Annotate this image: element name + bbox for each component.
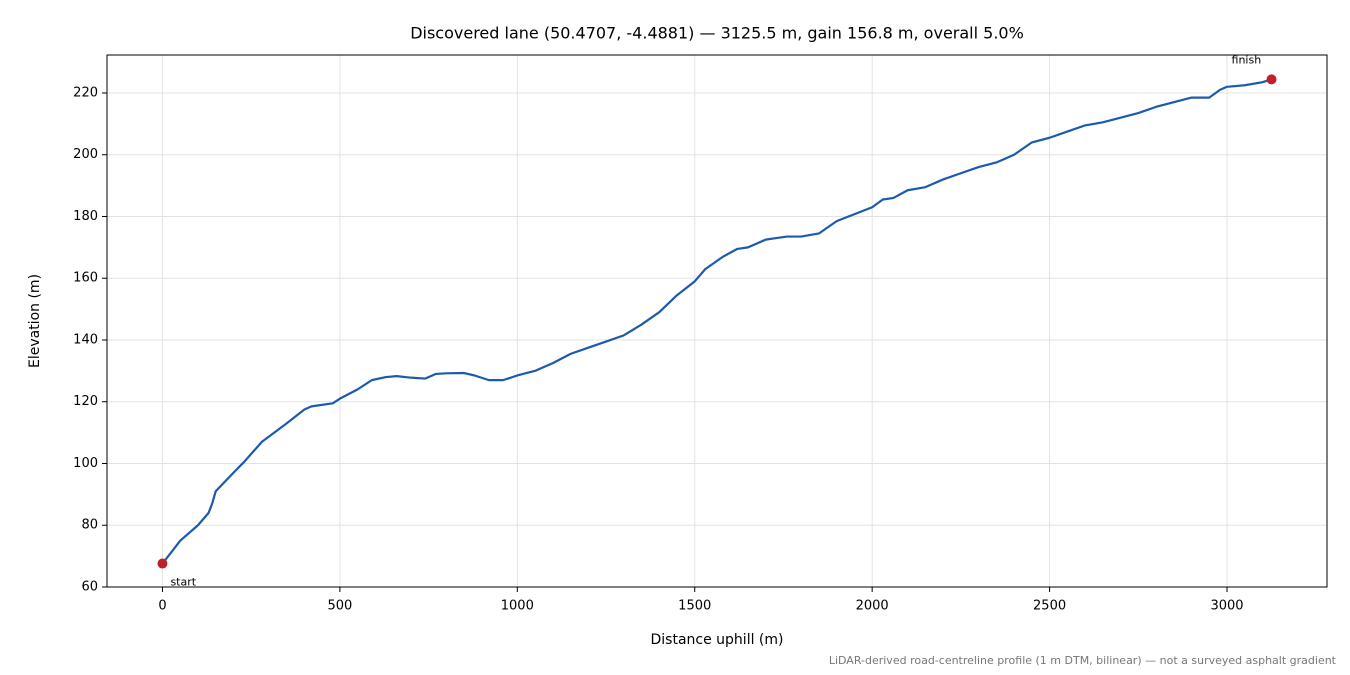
endpoint-marker bbox=[1266, 74, 1277, 85]
plot-frame bbox=[106, 54, 1328, 588]
y-tick-label: 80 bbox=[81, 518, 98, 533]
y-tick-label: 60 bbox=[81, 580, 98, 595]
x-tick-label: 0 bbox=[158, 599, 166, 614]
y-tick-label: 180 bbox=[73, 209, 98, 224]
x-axis-label: Distance uphill (m) bbox=[651, 632, 784, 648]
x-tick-label: 1000 bbox=[501, 599, 534, 614]
endpoint-label: finish bbox=[1232, 53, 1262, 66]
y-tick-label: 100 bbox=[73, 456, 98, 471]
y-tick-label: 140 bbox=[73, 332, 98, 347]
x-tick-label: 3000 bbox=[1210, 599, 1243, 614]
y-tick-label: 120 bbox=[73, 394, 98, 409]
y-tick-label: 160 bbox=[73, 271, 98, 286]
endpoint-marker bbox=[157, 558, 168, 569]
endpoint-label: start bbox=[170, 576, 196, 589]
x-tick-label: 500 bbox=[327, 599, 352, 614]
footnote: LiDAR-derived road-centreline profile (1… bbox=[829, 654, 1337, 667]
y-axis-label: Elevation (m) bbox=[27, 274, 43, 368]
x-tick-label: 1500 bbox=[678, 599, 711, 614]
x-tick-label: 2500 bbox=[1033, 599, 1066, 614]
chart-title: Discovered lane (50.4707, -4.4881) — 312… bbox=[410, 24, 1024, 43]
x-tick-label: 2000 bbox=[856, 599, 889, 614]
y-tick-label: 220 bbox=[73, 85, 98, 100]
elevation-line bbox=[161, 78, 1272, 565]
y-tick-label: 200 bbox=[73, 147, 98, 162]
